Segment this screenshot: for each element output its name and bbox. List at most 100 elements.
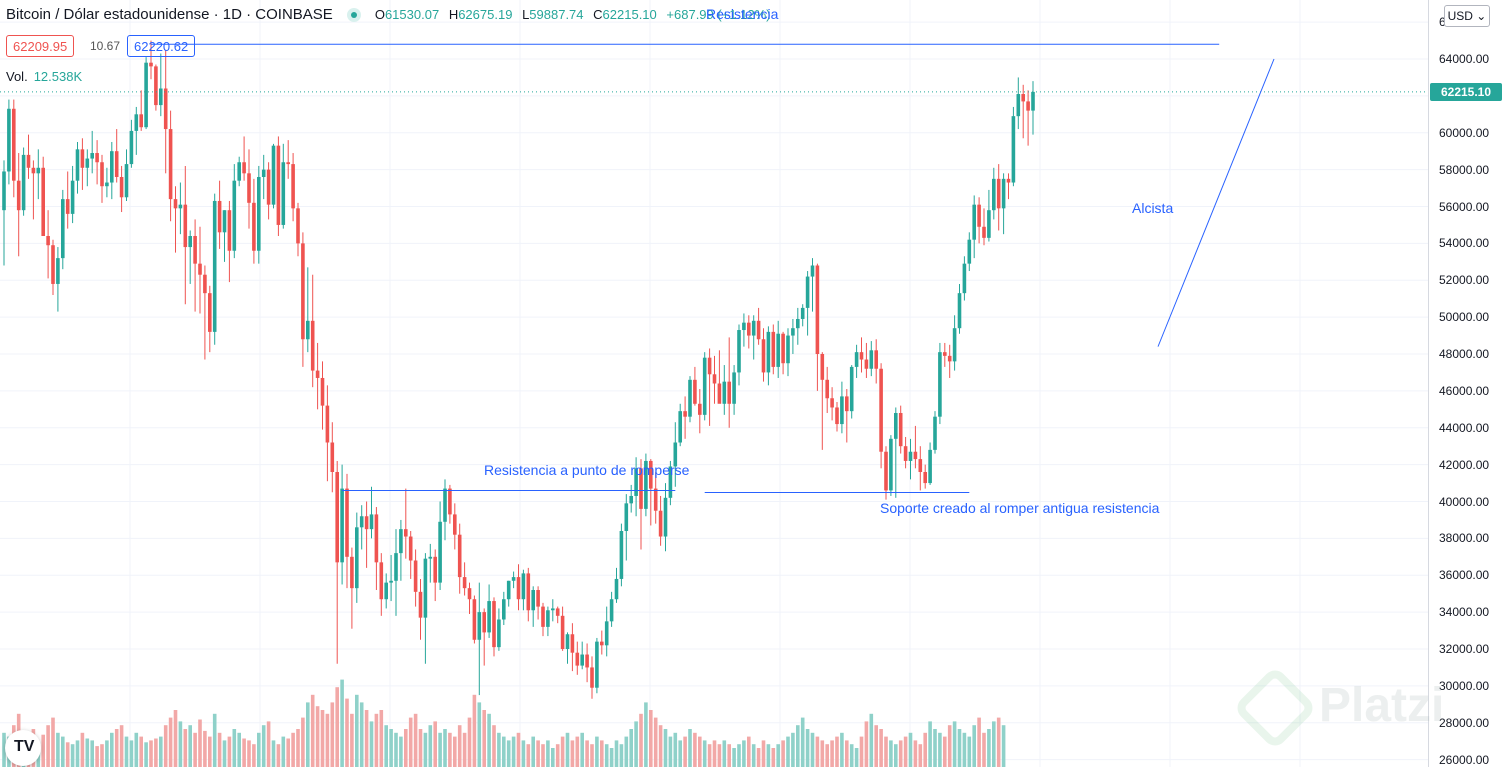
- tradingview-logo[interactable]: TV: [5, 730, 41, 766]
- volume-bar: [247, 740, 251, 767]
- candle-body: [683, 411, 687, 417]
- volume-bar: [766, 744, 771, 767]
- candle-body: [1021, 94, 1025, 102]
- volume-bar: [399, 736, 403, 767]
- y-tick-label: 54000.00: [1439, 236, 1490, 251]
- candle-body: [894, 413, 898, 439]
- volume-bar: [516, 732, 521, 767]
- candle-body: [727, 381, 731, 404]
- volume-bar: [894, 744, 898, 767]
- candle-body: [702, 357, 707, 415]
- y-tick-label: 46000.00: [1439, 383, 1490, 398]
- volume-bar: [536, 740, 540, 767]
- candle-body: [408, 536, 413, 561]
- candle-body: [129, 130, 134, 165]
- volume-bar: [815, 736, 820, 767]
- annotation-soporte[interactable]: Soporte creado al romper antigua resiste…: [880, 500, 1160, 517]
- candle-body: [457, 534, 462, 578]
- candle-body: [203, 274, 207, 294]
- volume-bar: [384, 725, 388, 767]
- volume-bar: [129, 740, 134, 767]
- annotation-alcista[interactable]: Alcista: [1132, 200, 1174, 216]
- candle-body: [330, 442, 335, 472]
- candle-body: [51, 245, 55, 284]
- candle-body: [624, 503, 629, 531]
- volume-bar: [188, 725, 192, 767]
- annotation-resistencia[interactable]: Resistencia: [706, 6, 779, 23]
- volume-bar: [502, 736, 506, 767]
- volume-bar: [506, 740, 511, 767]
- candle-body: [874, 350, 878, 369]
- candle-body: [154, 66, 158, 106]
- volume-bar: [923, 732, 927, 767]
- candle-body: [404, 529, 408, 537]
- volume-bar: [982, 732, 986, 767]
- candle-body: [590, 667, 594, 688]
- candle-body: [212, 200, 217, 332]
- candle-body: [114, 151, 119, 177]
- volume-bar: [423, 732, 428, 767]
- candle-body: [56, 258, 60, 284]
- volume-bar: [649, 710, 653, 767]
- volume-bar: [511, 736, 516, 767]
- candle-body: [962, 263, 967, 294]
- volume-bar: [786, 736, 790, 767]
- volume-bar: [443, 729, 447, 767]
- volume-bar: [222, 740, 227, 767]
- volume-bar: [310, 694, 315, 767]
- volume-bar: [139, 736, 143, 767]
- candle-body: [707, 357, 712, 375]
- candle-body: [511, 577, 516, 581]
- price-chart[interactable]: [0, 0, 1428, 767]
- last-price-label: 62215.10: [1430, 82, 1502, 101]
- volume-bar: [232, 729, 237, 767]
- volume-bar: [257, 732, 261, 767]
- volume-bar: [178, 721, 183, 767]
- volume-bar: [781, 740, 785, 767]
- volume-bar: [987, 729, 991, 767]
- candle-body: [306, 320, 310, 340]
- volume-bar: [355, 694, 359, 767]
- candle-body: [462, 577, 467, 589]
- candle-body: [693, 379, 697, 404]
- candle-body: [100, 162, 104, 187]
- chart-grid: [0, 0, 1428, 767]
- volume-bar: [771, 748, 776, 767]
- currency-select[interactable]: USD ⌄: [1444, 5, 1490, 27]
- volume-bar: [110, 732, 114, 767]
- candle-body: [673, 442, 678, 467]
- candle-body: [1006, 178, 1011, 183]
- candle-body: [423, 558, 428, 618]
- volume-bar: [854, 748, 859, 767]
- candle-body: [36, 167, 41, 174]
- candle-body: [854, 352, 859, 367]
- volume-bar: [315, 706, 320, 767]
- candle-body: [301, 243, 305, 340]
- sell-price-button[interactable]: 62209.95: [6, 35, 75, 57]
- candle-body: [747, 322, 751, 336]
- candle-body: [497, 619, 501, 648]
- y-tick-label: 42000.00: [1439, 457, 1490, 472]
- ohlc-readout: O61530.07 H62675.19 L59887.74 C62215.10 …: [374, 7, 771, 22]
- candle-body: [369, 514, 374, 530]
- volume-bar: [624, 736, 629, 767]
- high-value: 62675.19: [458, 7, 513, 22]
- candle-body: [987, 210, 991, 238]
- candle-body: [12, 108, 16, 181]
- volume-bar: [389, 729, 393, 767]
- volume-bar: [374, 713, 379, 767]
- price-axis[interactable]: 26000.00 28000.00 30000.00 32000.00 34000.00…: [1428, 0, 1509, 767]
- y-tick-label: 30000.00: [1439, 678, 1490, 693]
- candle-body: [575, 652, 580, 666]
- volume-bar: [747, 736, 751, 767]
- candle-body: [840, 396, 844, 425]
- volume-bar: [952, 721, 957, 767]
- symbol-title[interactable]: Bitcoin / Dólar estadounidense · 1D · CO…: [6, 6, 333, 23]
- volume-bar: [531, 736, 535, 767]
- annotation-resistencia-romperse[interactable]: Resistencia a punto de romperse: [484, 462, 690, 479]
- buy-price-button[interactable]: 62220.62: [127, 35, 196, 57]
- volume-bar: [889, 740, 893, 767]
- volume-bar: [845, 740, 849, 767]
- volume-bar: [903, 736, 908, 767]
- volume-bar: [467, 717, 472, 767]
